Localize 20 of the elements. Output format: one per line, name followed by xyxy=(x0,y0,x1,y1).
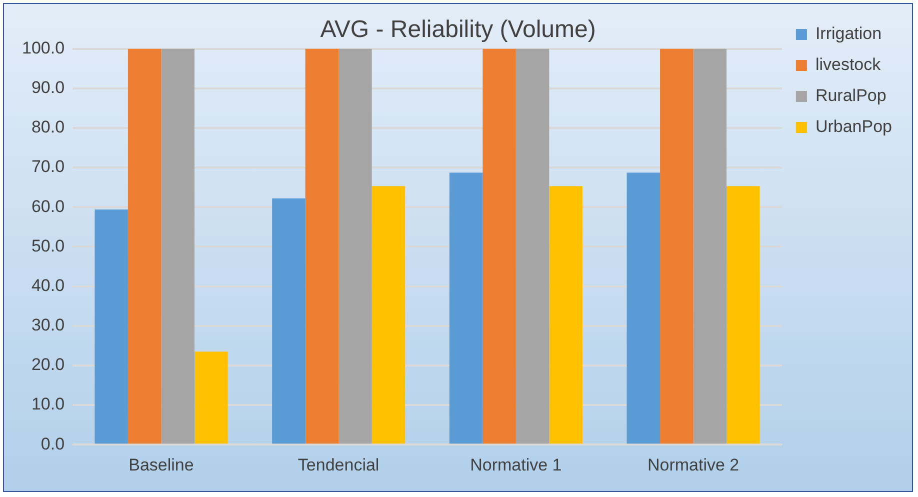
legend-label: UrbanPop xyxy=(815,117,892,136)
y-tick-label: 90.0 xyxy=(31,78,65,98)
y-tick-label: 0.0 xyxy=(40,434,65,454)
legend-label: Irrigation xyxy=(815,24,882,44)
x-tick-label: Normative 1 xyxy=(470,455,562,474)
y-tick-label: 10.0 xyxy=(31,394,65,414)
x-tick-label: Tendencial xyxy=(298,455,380,474)
y-tick-label: 30.0 xyxy=(31,316,65,335)
y-tick-label: 40.0 xyxy=(31,276,65,295)
y-tick-label: 70.0 xyxy=(31,157,65,176)
y-tick-label: 60.0 xyxy=(31,196,65,216)
chart-title: AVG - Reliability (Volume) xyxy=(320,16,596,44)
legend-label: RuralPop xyxy=(815,86,886,106)
y-tick-label: 100.0 xyxy=(22,38,65,58)
y-tick-label: 20.0 xyxy=(31,355,65,374)
y-tick-label: 80.0 xyxy=(31,118,65,137)
x-tick-label: Baseline xyxy=(128,455,194,474)
legend-label: livestock xyxy=(815,55,882,74)
x-tick-label: Normative 2 xyxy=(647,455,740,474)
y-tick-label: 50.0 xyxy=(31,236,65,256)
